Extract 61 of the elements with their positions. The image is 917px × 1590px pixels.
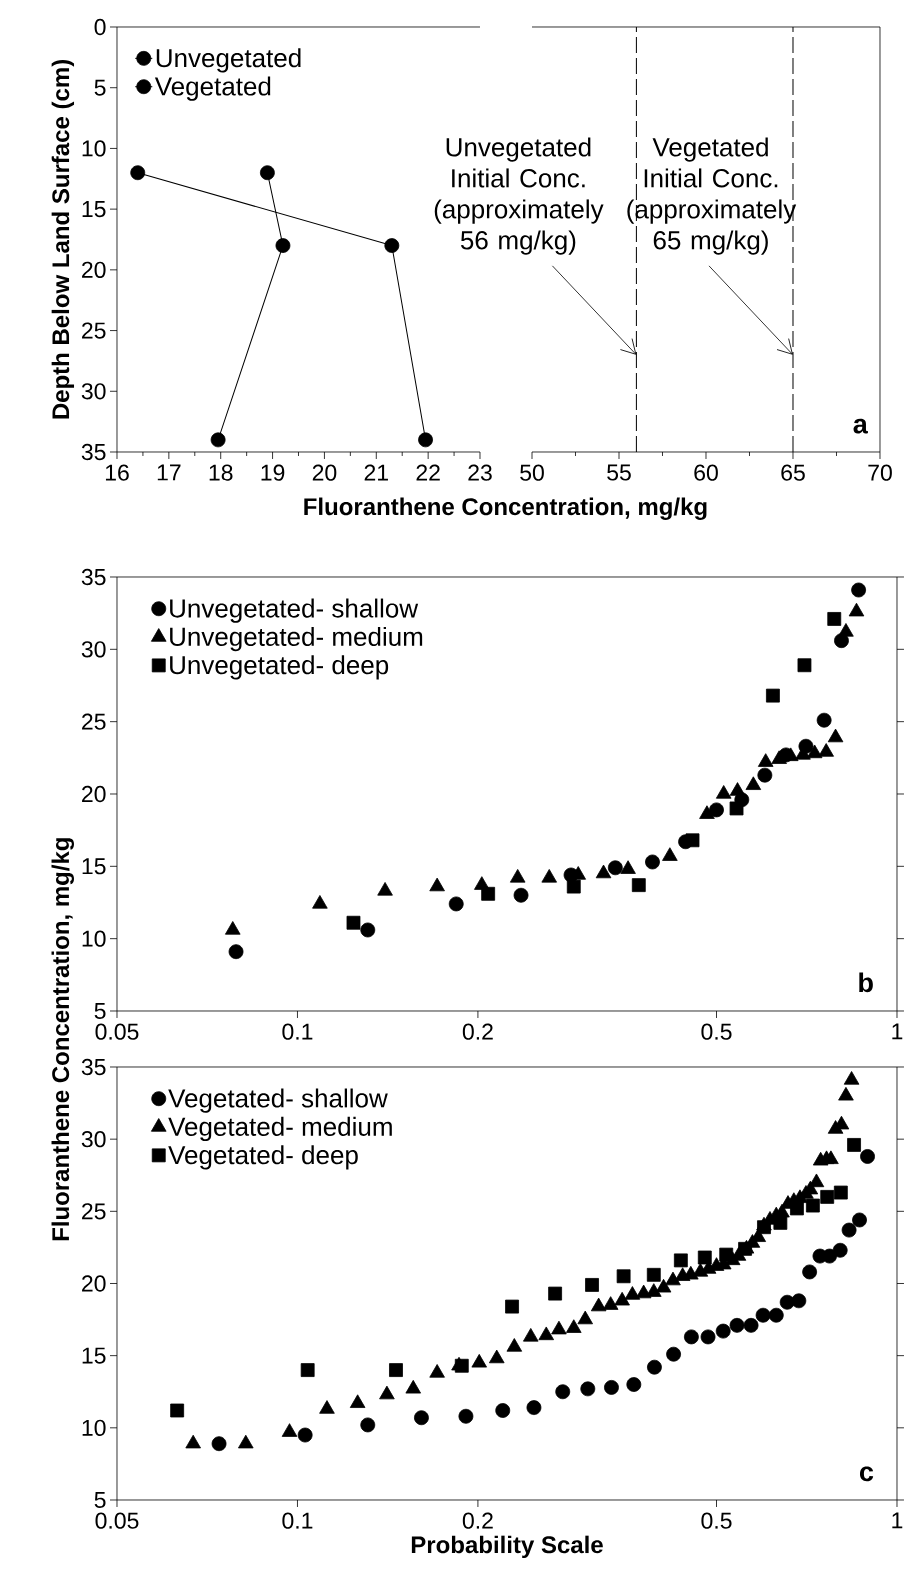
x-tick-label: 18 bbox=[209, 464, 233, 481]
legend-label: Unvegetated- medium bbox=[170, 626, 423, 652]
x-tick-label: 55 bbox=[607, 464, 631, 481]
legend-label: Vegetated bbox=[154, 76, 271, 101]
x-tick-label: 1 bbox=[892, 1023, 903, 1040]
y-tick-label: 5 bbox=[94, 1002, 106, 1020]
y-tick-label: 10 bbox=[82, 1419, 106, 1436]
y-tick-label: 20 bbox=[82, 785, 106, 803]
x-tick-label: 0.1 bbox=[282, 1023, 313, 1040]
annotation: Unvegetated Initial Conc. (approximately 56 mg/kg) bbox=[434, 137, 604, 255]
y-axis-title: Fluoranthene Concentration, mg/kg bbox=[51, 838, 74, 1241]
x-tick-label: 19 bbox=[261, 464, 285, 481]
x-tick-label: 0.05 bbox=[95, 1023, 139, 1040]
y-tick-label: 5 bbox=[94, 79, 106, 96]
legend-label: Vegetated- deep bbox=[168, 1145, 358, 1170]
x-tick-label: 23 bbox=[468, 464, 492, 481]
y-tick-label: 25 bbox=[82, 322, 106, 339]
x-axis-title: Fluoranthene Concentration, mg/kg bbox=[304, 497, 707, 520]
x-tick-label: 0.5 bbox=[701, 1023, 732, 1040]
y-tick-label: 25 bbox=[82, 1203, 106, 1220]
y-tick-label: 35 bbox=[81, 568, 106, 586]
x-tick-label: 60 bbox=[694, 464, 718, 481]
y-tick-label: 30 bbox=[81, 383, 106, 400]
y-axis-title: Depth Below Land Surface (cm) bbox=[51, 60, 75, 419]
annotation: c bbox=[860, 1466, 874, 1482]
y-tick-label: 10 bbox=[82, 930, 106, 947]
y-tick-label: 0 bbox=[94, 18, 106, 36]
legend-label: Unvegetated- deep bbox=[170, 655, 389, 680]
y-tick-label: 30 bbox=[81, 1131, 106, 1148]
x-tick-label: 70 bbox=[868, 464, 892, 481]
y-tick-label: 5 bbox=[94, 1491, 106, 1509]
y-tick-label: 10 bbox=[82, 140, 106, 157]
y-tick-label: 35 bbox=[81, 1058, 106, 1076]
x-axis-title: Probability Scale bbox=[411, 1535, 603, 1559]
annotation: a bbox=[853, 418, 868, 434]
x-tick-label: 50 bbox=[520, 464, 544, 481]
y-tick-label: 15 bbox=[82, 858, 106, 875]
legend-label: Vegetated- shallow bbox=[168, 1088, 388, 1113]
legend-label: Unvegetated bbox=[156, 48, 301, 73]
x-tick-label: 0.1 bbox=[282, 1512, 313, 1529]
x-tick-label: 20 bbox=[312, 464, 337, 481]
x-tick-label: 16 bbox=[105, 464, 129, 481]
annotation: b bbox=[859, 972, 873, 993]
y-tick-label: 35 bbox=[81, 443, 106, 461]
x-tick-label: 21 bbox=[364, 464, 388, 481]
x-tick-label: 1 bbox=[892, 1512, 903, 1529]
y-tick-label: 20 bbox=[82, 1275, 106, 1292]
legend-label: Unvegetated- shallow bbox=[170, 598, 419, 623]
y-tick-label: 20 bbox=[82, 261, 106, 278]
y-tick-label: 25 bbox=[82, 713, 106, 730]
x-tick-label: 22 bbox=[416, 464, 440, 481]
x-tick-label: 0.5 bbox=[701, 1512, 732, 1529]
x-tick-label: 0.05 bbox=[95, 1512, 139, 1529]
legend-label: Vegetated- medium bbox=[168, 1116, 392, 1142]
x-tick-label: 0.2 bbox=[462, 1023, 493, 1040]
y-tick-label: 15 bbox=[82, 1347, 106, 1364]
y-tick-label: 30 bbox=[81, 641, 106, 658]
y-tick-label: 15 bbox=[82, 201, 106, 218]
x-tick-label: 0.2 bbox=[462, 1512, 493, 1529]
x-tick-label: 65 bbox=[781, 464, 805, 481]
x-tick-label: 17 bbox=[157, 464, 181, 481]
